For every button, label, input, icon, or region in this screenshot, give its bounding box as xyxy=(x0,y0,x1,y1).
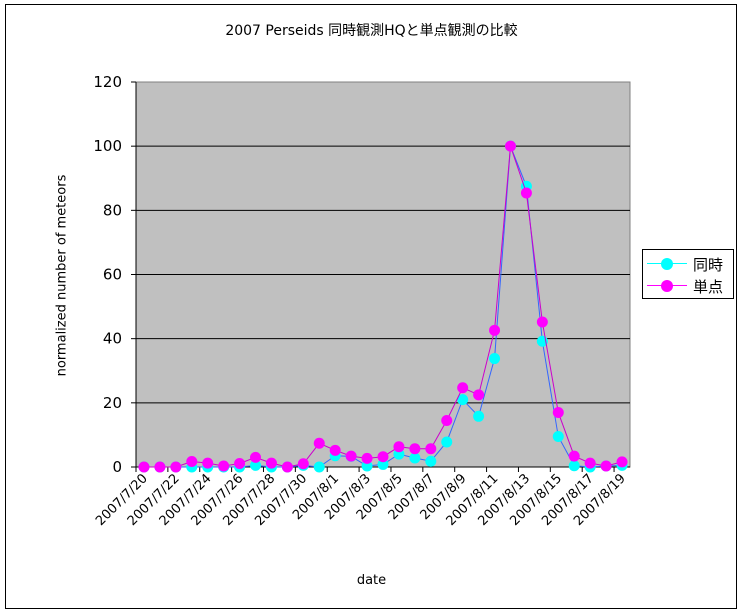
legend-marker-magenta-icon xyxy=(647,279,687,293)
data-point-marker xyxy=(393,441,405,453)
data-point-marker xyxy=(520,187,532,199)
data-point-marker xyxy=(377,458,389,470)
data-point-marker xyxy=(584,457,596,469)
data-point-marker xyxy=(504,140,516,152)
legend: 同時 単点 xyxy=(642,249,734,299)
data-point-marker xyxy=(313,437,325,449)
data-point-marker xyxy=(170,461,182,473)
data-point-marker xyxy=(361,460,373,472)
data-point-marker xyxy=(138,461,150,473)
y-tick-label: 60 xyxy=(103,266,122,284)
data-point-marker xyxy=(186,456,198,468)
x-axis-label: date xyxy=(356,573,387,588)
data-point-marker xyxy=(234,457,246,469)
y-tick-label: 0 xyxy=(112,458,122,476)
data-point-marker xyxy=(568,450,580,462)
data-point-marker xyxy=(441,414,453,426)
data-point-marker xyxy=(297,458,309,470)
data-point-marker xyxy=(313,461,325,473)
data-point-marker xyxy=(552,406,564,418)
data-point-marker xyxy=(489,353,501,365)
data-point-marker xyxy=(377,451,389,463)
chart-title: 2007 Perseids 同時観測HQと単点観測の比較 xyxy=(225,23,518,39)
y-tick-label: 40 xyxy=(103,330,122,348)
legend-label: 同時 xyxy=(693,255,724,274)
legend-marker-cyan-icon xyxy=(647,257,687,271)
data-point-marker xyxy=(473,389,485,401)
data-point-marker xyxy=(616,456,628,468)
data-point-marker xyxy=(329,444,341,456)
data-point-marker xyxy=(265,457,277,469)
y-tick-label: 120 xyxy=(93,73,122,91)
data-point-marker xyxy=(409,443,421,455)
data-point-marker xyxy=(250,451,262,463)
data-point-marker xyxy=(202,457,214,469)
data-point-marker xyxy=(218,460,230,472)
data-point-marker xyxy=(457,382,469,394)
data-point-marker xyxy=(361,452,373,464)
data-point-marker xyxy=(250,459,262,471)
data-point-marker xyxy=(154,461,166,473)
data-point-marker xyxy=(441,436,453,448)
data-point-marker xyxy=(457,394,469,406)
data-point-marker xyxy=(600,460,612,472)
data-point-marker xyxy=(473,410,485,422)
legend-item-series-1: 同時 xyxy=(647,253,723,275)
data-point-marker xyxy=(345,450,357,462)
legend-item-series-2: 単点 xyxy=(647,275,723,297)
y-tick-label: 100 xyxy=(93,137,122,155)
data-point-marker xyxy=(409,452,421,464)
data-point-marker xyxy=(536,316,548,328)
data-point-marker xyxy=(425,443,437,455)
y-tick-label: 20 xyxy=(103,394,122,412)
y-tick-label: 80 xyxy=(103,201,122,219)
data-point-marker xyxy=(568,460,580,472)
legend-label: 単点 xyxy=(693,277,724,296)
data-point-marker xyxy=(281,461,293,473)
data-point-marker xyxy=(425,455,437,467)
data-point-marker xyxy=(552,431,564,443)
data-point-marker xyxy=(489,324,501,336)
